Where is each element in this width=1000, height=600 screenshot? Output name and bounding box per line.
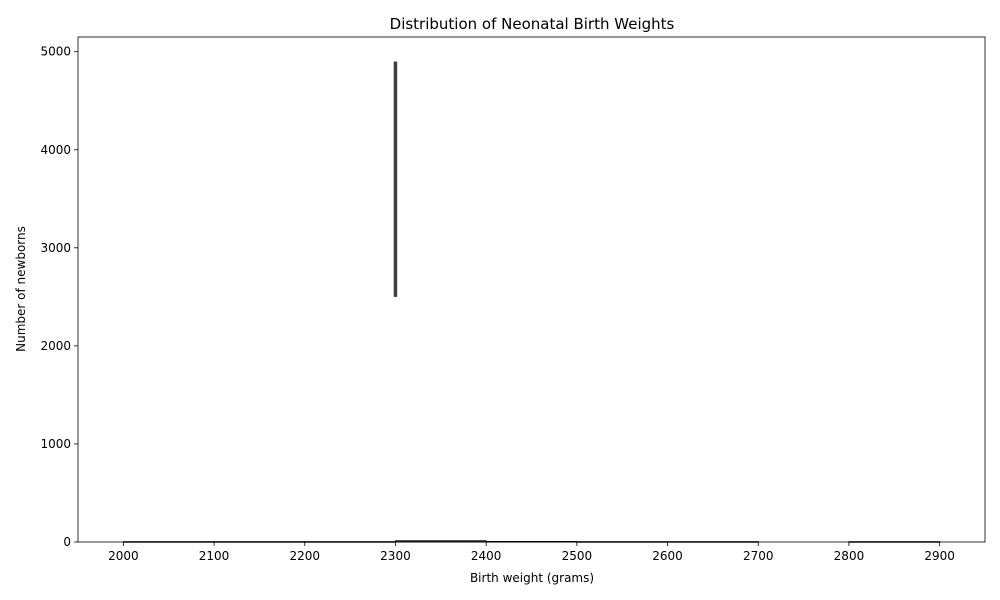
x-axis-ticks: 2000 2100 2200 2300 2400 2500 2600 2700 2800 2900 [108,542,955,563]
x-tick-label: 2400 [471,549,502,563]
x-axis-label: Birth weight (grams) [470,571,594,585]
chart-title: Distribution of Neonatal Birth Weights [390,15,675,33]
x-tick-label: 2500 [562,549,593,563]
x-tick-label: 2900 [924,549,955,563]
y-tick-label: 3000 [40,241,71,255]
y-axis-ticks: 0 1000 2000 3000 4000 5000 [40,45,78,549]
y-tick-label: 1000 [40,437,71,451]
y-tick-label: 4000 [40,143,71,157]
x-tick-label: 2600 [652,549,683,563]
x-tick-label: 2100 [199,549,230,563]
y-tick-label: 0 [63,535,71,549]
x-tick-label: 2000 [108,549,139,563]
x-tick-label: 2200 [289,549,320,563]
y-tick-label: 5000 [40,45,71,59]
y-axis-label: Number of newborns [14,226,28,352]
x-tick-label: 2800 [834,549,865,563]
y-tick-label: 2000 [40,339,71,353]
x-tick-label: 2300 [380,549,411,563]
plot-frame [77,36,986,543]
x-tick-label: 2700 [743,549,774,563]
